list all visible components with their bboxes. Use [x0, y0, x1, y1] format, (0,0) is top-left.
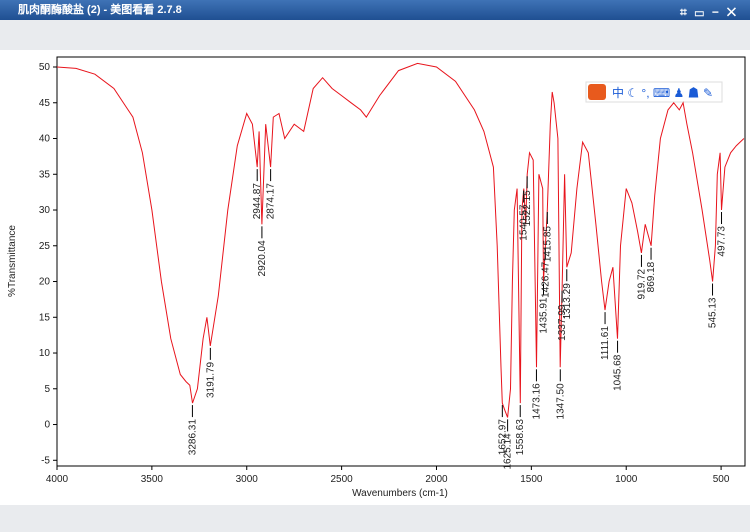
x-tick-label: 2500: [330, 474, 353, 485]
peak-label: 545.13: [708, 297, 719, 328]
peak-label: 1558.63: [515, 419, 526, 456]
peak-label: 1652.97: [497, 419, 508, 456]
peak-label: 1313.29: [562, 283, 573, 320]
chart: 中 ☾ °, ⌨ ♟ ☗ ✎ Wavenumbers (cm-1) %Trans…: [0, 50, 750, 505]
x-tick-label: 3000: [236, 474, 259, 485]
y-tick-label: 15: [39, 312, 51, 323]
peak-label: 1522.15: [522, 190, 533, 227]
y-tick-label: 30: [39, 205, 51, 216]
y-tick-label: 20: [39, 277, 51, 288]
peak-label: 3191.79: [205, 361, 216, 398]
y-tick-label: 50: [39, 62, 51, 73]
peak-label: 1337.99: [557, 304, 568, 341]
ime-toolbar[interactable]: 中 ☾ °, ⌨ ♟ ☗ ✎: [585, 81, 723, 103]
y-tick-label: -5: [41, 455, 50, 466]
peak-label: 1045.68: [613, 354, 624, 391]
y-tick-label: 45: [39, 98, 51, 109]
y-tick-label: 35: [39, 169, 51, 180]
peak-label: 869.18: [646, 261, 657, 292]
plot-frame: [56, 56, 746, 467]
svg-text:中 ☾ °, ⌨ ♟ ☗ ✎: 中 ☾ °, ⌨ ♟ ☗ ✎: [612, 85, 713, 100]
x-tick-label: 1000: [615, 474, 638, 485]
peak-label: 1473.16: [531, 383, 542, 420]
x-axis-label: Wavenumbers (cm-1): [352, 488, 448, 499]
y-tick-label: 0: [44, 420, 50, 431]
image-area: [0, 50, 750, 505]
peak-label: 1540.57: [519, 204, 530, 241]
x-tick-label: 3500: [141, 474, 164, 485]
y-tick-label: 10: [39, 348, 51, 359]
peak-label: 1415.85: [542, 226, 553, 263]
y-tick-label: 5: [44, 384, 50, 395]
peak-label: 1426.47: [540, 261, 551, 298]
peak-label: 2920.04: [257, 240, 268, 277]
peak-label: 1347.50: [555, 383, 566, 420]
x-tick-label: 1500: [520, 474, 543, 485]
peak-label: 3286.31: [187, 419, 198, 456]
x-tick-label: 4000: [46, 474, 69, 485]
window-title: 肌肉酮酶酸盐 (2) - 美图看看 2.7.8: [18, 4, 182, 16]
peak-label: 2944.87: [252, 183, 263, 220]
peak-label: 1625.14: [503, 433, 514, 470]
x-tick-label: 500: [713, 474, 730, 485]
y-axis-label: %Transmittance: [7, 225, 18, 297]
window-controls[interactable]: ⌗▭−✕: [679, 5, 744, 19]
spectrum-line: [56, 62, 745, 418]
peak-label: 2874.17: [266, 183, 277, 220]
peak-label: 1435.91: [539, 297, 550, 334]
peak-label: 919.72: [636, 268, 647, 299]
title-bar: 肌肉酮酶酸盐 (2) - 美图看看 2.7.8 ⌗▭−✕: [0, 0, 750, 20]
peak-label: 1111.61: [600, 326, 611, 360]
x-tick-label: 2000: [425, 474, 448, 485]
y-tick-label: 25: [39, 241, 51, 252]
peak-label: 497.73: [717, 226, 728, 257]
y-tick-label: 40: [39, 134, 51, 145]
